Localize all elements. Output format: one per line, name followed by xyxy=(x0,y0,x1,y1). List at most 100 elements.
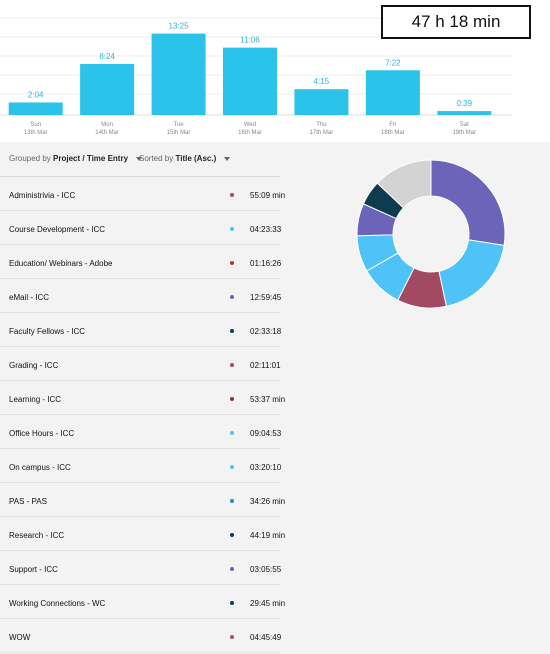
entry-title: Research - ICC xyxy=(9,531,65,540)
color-dot-icon xyxy=(230,329,234,333)
color-dot-icon xyxy=(230,567,234,571)
bar[interactable] xyxy=(437,111,492,115)
chevron-down-icon xyxy=(224,156,231,161)
list-controls: Grouped by Project / Time Entry Sorted b… xyxy=(0,142,550,176)
bar[interactable] xyxy=(294,89,349,115)
bar-value-label: 4:15 xyxy=(314,77,330,86)
entry-title: Learning - ICC xyxy=(9,395,62,404)
list-item[interactable]: Office Hours - ICC 09:04:53 xyxy=(0,415,282,449)
list-item[interactable]: PAS - PAS 34:26 min xyxy=(0,483,285,517)
day-tick-label: Sat xyxy=(460,122,469,128)
entry-duration: 02:11:01 xyxy=(250,361,281,370)
bar-value-label: 8:24 xyxy=(99,52,115,61)
bar-value-label: 11:06 xyxy=(240,36,260,45)
entry-title: Administrivia - ICC xyxy=(9,191,76,200)
date-tick-label: 16th Mar xyxy=(238,130,262,136)
date-tick-label: 19th Mar xyxy=(452,130,476,136)
entry-title: On campus - ICC xyxy=(9,463,71,472)
sort-by-dropdown[interactable]: Sorted by Title (Asc.) xyxy=(139,154,231,163)
day-tick-label: Mon xyxy=(101,122,113,128)
bar[interactable] xyxy=(8,102,63,115)
list-item[interactable]: Support - ICC 03:05:55 xyxy=(0,551,282,585)
bar-value-label: 13:25 xyxy=(169,22,190,31)
color-dot-icon xyxy=(230,397,234,401)
list-item[interactable]: Working Connections - WC 29:45 min xyxy=(0,585,285,619)
color-dot-icon xyxy=(230,499,234,503)
group-by-value: Project / Time Entry xyxy=(53,154,129,163)
day-tick-label: Fri xyxy=(389,122,396,128)
entry-duration: 29:45 min xyxy=(250,599,286,608)
day-tick-label: Sun xyxy=(30,122,41,128)
sort-by-value: Title (Asc.) xyxy=(175,154,217,163)
color-dot-icon xyxy=(230,261,234,265)
entry-duration: 02:33:18 xyxy=(250,327,282,336)
date-tick-label: 13th Mar xyxy=(24,130,48,136)
list-item[interactable]: Grading - ICC 02:11:01 xyxy=(0,347,281,381)
entry-duration: 44:19 min xyxy=(250,531,286,540)
entry-duration: 03:05:55 xyxy=(250,565,282,574)
entry-title: WOW xyxy=(9,633,31,642)
color-dot-icon xyxy=(230,635,234,639)
bar-chart-svg: 2:04 Sun 13th Mar 8:24 Mon 14th Mar 13:25 Tue 15… xyxy=(0,17,512,136)
color-dot-icon xyxy=(230,465,234,469)
entry-duration: 55:09 min xyxy=(250,191,286,200)
list-item[interactable]: WOW 04:45:49 xyxy=(0,619,282,653)
list-item[interactable]: Course Development - ICC 04:23:33 xyxy=(0,211,282,245)
entry-title: Faculty Fellows - ICC xyxy=(9,327,86,336)
date-tick-label: 18th Mar xyxy=(381,130,405,136)
day-tick-label: Tue xyxy=(174,122,185,128)
color-dot-icon xyxy=(230,431,234,435)
bar[interactable] xyxy=(80,64,135,115)
project-list: Administrivia - ICC 55:09 min Course Devel… xyxy=(0,176,285,653)
entry-duration: 04:45:49 xyxy=(250,633,282,642)
entry-duration: 04:23:33 xyxy=(250,225,282,234)
donut-slice[interactable] xyxy=(376,159,432,209)
day-tick-label: Wed xyxy=(244,122,256,128)
date-tick-label: 14th Mar xyxy=(95,130,119,136)
entry-title: Support - ICC xyxy=(9,565,58,574)
entry-duration: 34:26 min xyxy=(250,497,286,506)
entry-title: Course Development - ICC xyxy=(9,225,106,234)
entry-duration: 09:04:53 xyxy=(250,429,282,438)
bar-value-label: 2:04 xyxy=(28,90,44,99)
color-dot-icon xyxy=(230,227,234,231)
entry-duration: 03:20:10 xyxy=(250,463,282,472)
list-item[interactable]: Research - ICC 44:19 min xyxy=(0,517,285,551)
color-dot-icon xyxy=(230,363,234,367)
donut-slice[interactable] xyxy=(438,239,505,307)
project-donut-chart xyxy=(356,159,506,309)
date-tick-label: 17th Mar xyxy=(310,130,334,136)
chevron-down-icon xyxy=(136,156,143,161)
color-dot-icon xyxy=(230,193,234,197)
color-dot-icon xyxy=(230,601,234,605)
list-item[interactable]: Education/ Webinars - Adobe 01:16:26 xyxy=(0,245,282,279)
entry-duration: 12:59:45 xyxy=(250,293,282,302)
total-duration-text: 47 h 18 min xyxy=(411,12,501,31)
donut-slice[interactable] xyxy=(430,159,506,246)
total-duration: 47 h 18 min xyxy=(381,5,531,39)
entry-title: PAS - PAS xyxy=(9,497,47,506)
entry-title: Office Hours - ICC xyxy=(9,429,75,438)
entry-title: Education/ Webinars - Adobe xyxy=(9,259,113,268)
date-tick-label: 15th Mar xyxy=(167,130,191,136)
entry-title: Grading - ICC xyxy=(9,361,59,370)
sort-by-prefix: Sorted by xyxy=(139,154,174,163)
entry-duration: 01:16:26 xyxy=(250,259,282,268)
day-tick-label: Thu xyxy=(316,122,326,128)
entry-title: eMail - ICC xyxy=(9,293,50,302)
group-by-prefix: Grouped by xyxy=(9,154,51,163)
bar-value-label: 0:39 xyxy=(456,99,472,108)
entry-title: Working Connections - WC xyxy=(9,599,106,608)
bar[interactable] xyxy=(223,47,277,115)
list-item[interactable]: Learning - ICC 53:37 min xyxy=(0,381,285,415)
entry-duration: 53:37 min xyxy=(250,395,286,404)
color-dot-icon xyxy=(230,533,234,537)
list-item[interactable]: Administrivia - ICC 55:09 min xyxy=(0,177,285,211)
list-item[interactable]: On campus - ICC 03:20:10 xyxy=(0,449,282,483)
bar[interactable] xyxy=(365,70,420,115)
group-by-dropdown[interactable]: Grouped by Project / Time Entry xyxy=(9,154,143,163)
list-item[interactable]: Faculty Fellows - ICC 02:33:18 xyxy=(0,313,282,347)
bar[interactable] xyxy=(151,33,206,115)
list-item[interactable]: eMail - ICC 12:59:45 xyxy=(0,279,282,313)
bar-value-label: 7:22 xyxy=(385,58,401,67)
